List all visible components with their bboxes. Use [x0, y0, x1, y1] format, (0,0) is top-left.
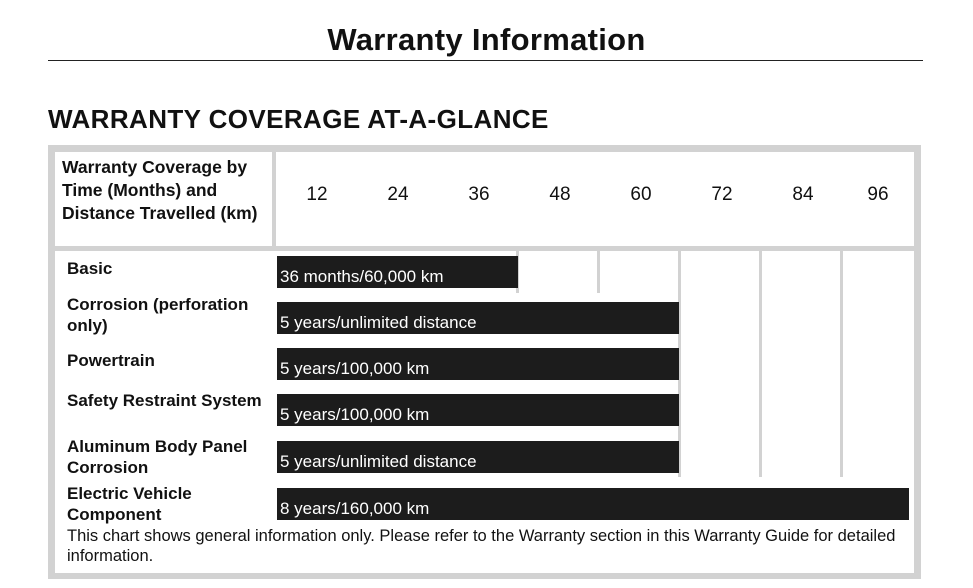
gridline: [678, 251, 681, 477]
row-label-safety-restraint: Safety Restraint System: [67, 391, 262, 410]
row-label-corrosion: Corrosion (perforation only): [67, 295, 249, 335]
row-label-aluminum-body: Aluminum Body Panel Corrosion: [67, 437, 248, 477]
coverage-bar-ev-component: 8 years/160,000 km: [277, 488, 909, 520]
time-tick: 48: [549, 184, 571, 205]
header-label-cell: [55, 152, 272, 246]
page-title: Warranty Information: [327, 22, 646, 57]
time-tick: 36: [468, 184, 490, 205]
time-tick: 72: [711, 184, 733, 205]
time-tick: 12: [306, 184, 328, 205]
coverage-bar-aluminum-body: 5 years/unlimited distance: [277, 441, 679, 473]
gridline: [759, 251, 762, 477]
section-heading: WARRANTY COVERAGE AT-A-GLANCE: [48, 104, 549, 134]
gridline: [840, 251, 843, 477]
coverage-bar-powertrain: 5 years/100,000 km: [277, 348, 679, 380]
title-divider: [48, 60, 923, 61]
coverage-bar-safety-restraint: 5 years/100,000 km: [277, 394, 679, 426]
coverage-bar-basic: 36 months/60,000 km: [277, 256, 518, 288]
table-footnote: This chart shows general information onl…: [67, 527, 896, 565]
time-tick: 84: [792, 184, 814, 205]
row-label-powertrain: Powertrain: [67, 351, 155, 370]
time-tick: 96: [867, 184, 889, 205]
gridline: [597, 251, 600, 293]
time-tick: 24: [387, 184, 409, 205]
row-label-basic: Basic: [67, 259, 113, 278]
header-time-ticks-cell: [276, 152, 914, 246]
table-header-label: Warranty Coverage by Time (Months) and D…: [62, 157, 258, 223]
time-tick: 60: [630, 184, 652, 205]
coverage-bar-corrosion: 5 years/unlimited distance: [277, 302, 679, 334]
row-label-ev-component: Electric Vehicle Component: [67, 484, 192, 524]
